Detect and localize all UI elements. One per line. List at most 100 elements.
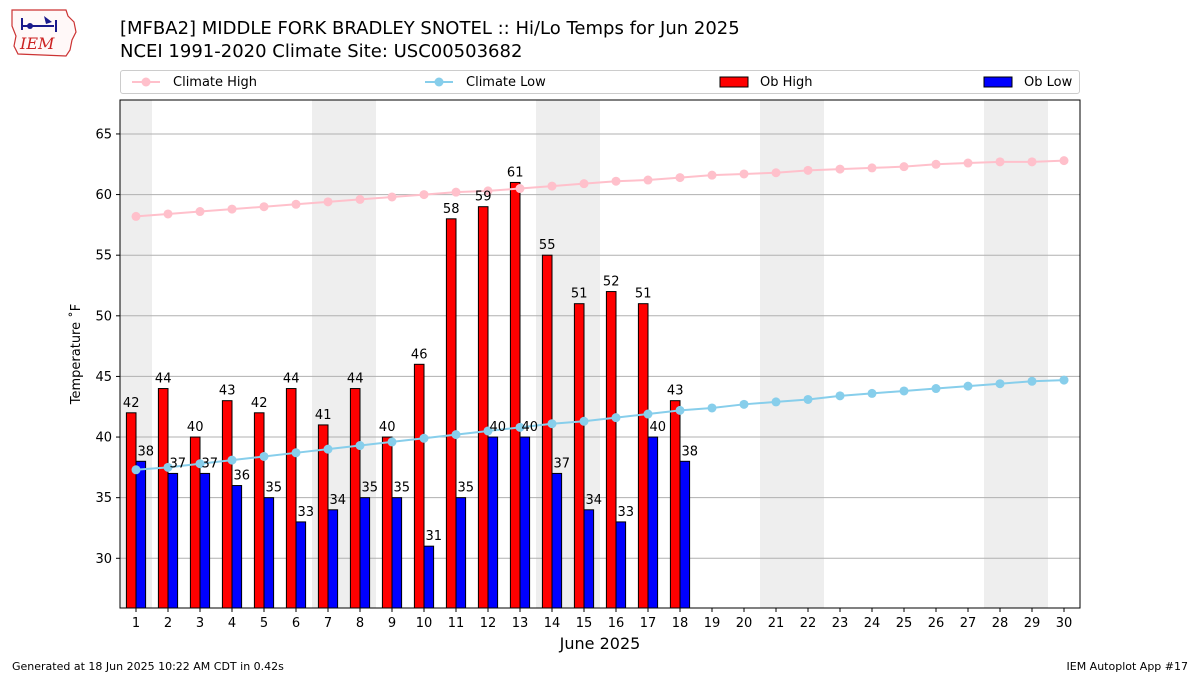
- ob-low-bar-17: [647, 436, 659, 609]
- ob-high-label-5: 42: [251, 396, 268, 411]
- legend-climate-high-label: Climate High: [173, 74, 258, 90]
- climate-high-point-24: [867, 163, 877, 173]
- ob-low-bar-18: [679, 460, 691, 609]
- ob-low-bar-6: [295, 521, 307, 609]
- legend-ob-high-label: Ob High: [760, 74, 813, 90]
- climate-low-point-1: [131, 465, 141, 475]
- ob-low-label-11: 35: [458, 481, 475, 496]
- weekend-shade-day-28: [984, 100, 1016, 608]
- climate-low-point-30: [1059, 375, 1069, 385]
- plot-frame: [119, 99, 1081, 609]
- x-tick-label-12: 12: [480, 616, 497, 631]
- ob-low-label-9: 35: [394, 481, 411, 496]
- ob-low-label-17: 40: [650, 420, 667, 435]
- x-tick-label-23: 23: [832, 616, 849, 631]
- ob-low-bar-16: [615, 521, 627, 609]
- x-tick-label-1: 1: [132, 616, 140, 631]
- ob-high-bar-15: [573, 303, 585, 609]
- climate-low-point-13: [515, 422, 525, 432]
- ob-high-label-6: 44: [283, 372, 300, 387]
- ob-low-bar-13: [519, 436, 531, 609]
- y-tick-label-35: 35: [95, 491, 112, 506]
- ob-high-label-13: 61: [507, 165, 524, 180]
- weekend-shade-day-22: [792, 100, 824, 608]
- x-tick-label-4: 4: [228, 616, 236, 631]
- ob-low-label-5: 35: [266, 481, 283, 496]
- climate-high-point-19: [707, 170, 717, 180]
- ob-low-label-13: 40: [522, 420, 539, 435]
- ob-high-label-3: 40: [187, 420, 204, 435]
- climate-high-point-12: [483, 186, 493, 196]
- footer-app: IEM Autoplot App #17: [1066, 660, 1189, 673]
- climate-high-point-16: [611, 176, 621, 186]
- chart-subtitle: NCEI 1991-2020 Climate Site: USC00503682: [120, 41, 523, 62]
- ob-low-label-7: 34: [330, 493, 347, 508]
- ob-low-bar-2: [167, 472, 179, 609]
- x-tick-label-13: 13: [512, 616, 529, 631]
- x-tick-label-14: 14: [544, 616, 561, 631]
- ob-high-bar-12: [477, 206, 489, 609]
- climate-high-point-29: [1027, 157, 1037, 167]
- y-tick-label-45: 45: [95, 370, 112, 385]
- x-tick-label-29: 29: [1024, 616, 1041, 631]
- x-tick-label-6: 6: [292, 616, 300, 631]
- ob-high-label-14: 55: [539, 238, 556, 253]
- climate-high-point-23: [835, 164, 845, 174]
- ob-low-label-3: 37: [202, 456, 219, 471]
- y-tick-label-60: 60: [95, 188, 112, 203]
- ob-low-label-2: 37: [170, 456, 187, 471]
- logo-text: IEM: [19, 34, 55, 53]
- ob-low-bar-3: [199, 472, 211, 609]
- y-tick-label-30: 30: [95, 552, 112, 567]
- ob-low-bar-5: [263, 497, 275, 609]
- climate-low-point-29: [1027, 376, 1037, 386]
- climate-low-point-17: [643, 409, 653, 419]
- ob-low-label-14: 37: [554, 456, 571, 471]
- climate-high-point-11: [451, 187, 461, 197]
- y-tick-label-65: 65: [95, 127, 112, 142]
- climate-high-point-10: [419, 190, 429, 200]
- x-tick-label-20: 20: [736, 616, 753, 631]
- legend-ob-high: Ob High: [719, 71, 813, 93]
- ob-low-label-4: 36: [234, 469, 251, 484]
- ob-high-label-16: 52: [603, 275, 620, 290]
- ob-high-bar-11: [445, 218, 457, 609]
- iem-logo: IEM: [11, 9, 77, 57]
- climate-high-point-22: [803, 165, 813, 175]
- ob-high-label-1: 42: [123, 396, 140, 411]
- legend: Climate High Climate Low Ob High Ob Low: [120, 70, 1080, 94]
- legend-climate-low-label: Climate Low: [466, 74, 546, 90]
- y-tick-label-50: 50: [95, 309, 112, 324]
- ob-low-label-1: 38: [138, 444, 155, 459]
- ob-low-label-18: 38: [682, 444, 699, 459]
- climate-high-point-27: [963, 158, 973, 168]
- climate-low-point-19: [707, 403, 717, 413]
- ob-high-bar-5: [253, 412, 265, 609]
- weekend-shade-day-21: [760, 100, 792, 608]
- legend-ob-low: Ob Low: [983, 71, 1072, 93]
- ob-low-bar-1: [135, 460, 147, 609]
- climate-low-point-11: [451, 430, 461, 440]
- ob-high-label-15: 51: [571, 287, 588, 302]
- climate-high-point-17: [643, 175, 653, 185]
- climate-low-point-18: [675, 405, 685, 415]
- x-tick-label-27: 27: [960, 616, 977, 631]
- ob-high-bar-1: [125, 412, 137, 609]
- ob-low-label-16: 33: [618, 505, 635, 520]
- ob-low-bar-15: [583, 509, 595, 609]
- ob-high-label-9: 40: [379, 420, 396, 435]
- chart-title: [MFBA2] MIDDLE FORK BRADLEY SNOTEL :: Hi…: [120, 18, 740, 39]
- ob-high-bar-17: [637, 303, 649, 609]
- legend-climate-low: Climate Low: [424, 71, 546, 93]
- weekend-shade-day-29: [1016, 100, 1048, 608]
- climate-high-point-1: [131, 211, 141, 221]
- climate-low-point-9: [387, 437, 397, 447]
- x-tick-label-8: 8: [356, 616, 364, 631]
- ob-high-bar-16: [605, 291, 617, 609]
- ob-high-bar-10: [413, 363, 425, 609]
- x-tick-label-30: 30: [1056, 616, 1073, 631]
- climate-low-point-15: [579, 416, 589, 426]
- climate-low-point-26: [931, 384, 941, 394]
- climate-high-line: [135, 159, 1065, 218]
- climate-low-point-4: [227, 455, 237, 465]
